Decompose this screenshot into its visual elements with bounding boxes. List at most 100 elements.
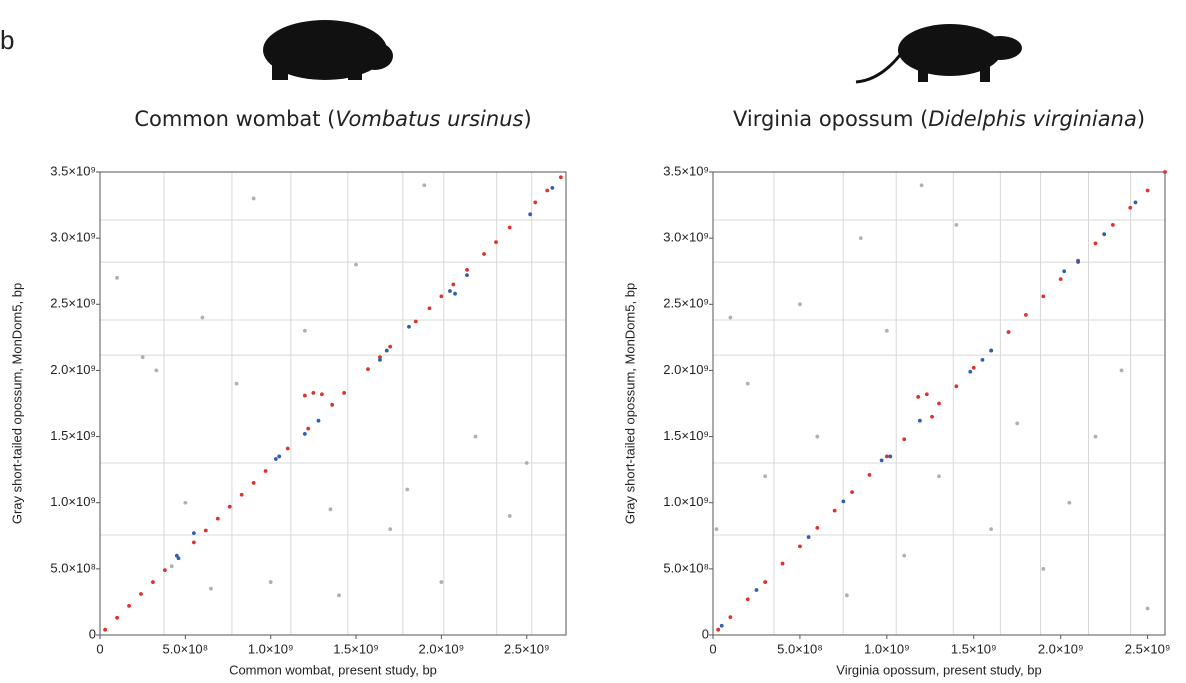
- point: [989, 348, 994, 353]
- point: [251, 196, 256, 201]
- y-tick-label: 5.0×10⁸: [50, 560, 96, 575]
- point: [719, 623, 724, 628]
- point: [1163, 170, 1167, 174]
- point: [388, 344, 393, 349]
- point: [388, 527, 393, 532]
- dot-plot: Virginia opossum (Didelphis virginiana) 0…: [622, 107, 1170, 677]
- point: [858, 236, 863, 241]
- x-tick-label: 2.5×10⁹: [1125, 641, 1171, 656]
- x-tick-label: 1.0×10⁹: [248, 641, 294, 656]
- point: [507, 514, 512, 518]
- title-part: ): [1137, 107, 1145, 131]
- point: [780, 561, 785, 566]
- x-tick-label: 1.0×10⁹: [864, 641, 910, 656]
- x-tick-label: 5.0×10⁸: [163, 641, 209, 656]
- point: [902, 553, 907, 558]
- y-tick-label: 0: [702, 626, 709, 641]
- point: [354, 262, 358, 267]
- point: [277, 454, 282, 459]
- point: [745, 381, 750, 386]
- panel-label: b: [0, 25, 14, 55]
- point: [745, 597, 750, 602]
- wombat-silhouette: [263, 20, 393, 80]
- y-tick-label: 1.0×10⁹: [663, 494, 709, 509]
- y-tick-label: 3.5×10⁹: [663, 163, 709, 178]
- point: [176, 556, 181, 561]
- point: [1058, 277, 1063, 282]
- point: [884, 328, 889, 333]
- point: [439, 294, 444, 299]
- y-tick-label: 1.0×10⁹: [50, 494, 96, 509]
- title-part: ): [523, 107, 531, 131]
- y-tick-label: 2.5×10⁹: [50, 296, 96, 311]
- point: [302, 432, 307, 436]
- chart-title: Common wombat (Vombatus ursinus): [134, 107, 531, 131]
- point: [422, 183, 427, 188]
- point: [494, 240, 498, 245]
- y-tick-label: 3.0×10⁹: [663, 230, 709, 245]
- x-tick-label: 5.0×10⁸: [777, 641, 823, 656]
- opossum-silhouette: [855, 24, 1022, 84]
- title-part: Vombatus ursinus: [335, 107, 523, 131]
- x-tick-label: 0: [709, 641, 716, 656]
- point: [528, 212, 533, 217]
- point: [140, 355, 145, 360]
- point: [169, 564, 174, 569]
- point: [806, 535, 811, 540]
- point: [971, 365, 976, 370]
- point: [728, 615, 733, 620]
- point: [980, 357, 985, 362]
- point: [1093, 434, 1098, 439]
- point: [728, 315, 733, 320]
- point: [320, 392, 324, 397]
- point: [448, 289, 452, 293]
- title-part: Virginia opossum (: [733, 107, 928, 131]
- point: [754, 588, 759, 592]
- point: [215, 516, 220, 521]
- y-tick-label: 1.5×10⁹: [50, 428, 96, 443]
- point: [1024, 312, 1028, 317]
- point: [342, 391, 346, 395]
- point: [268, 580, 273, 584]
- point: [968, 369, 973, 374]
- point: [209, 586, 213, 591]
- point: [930, 414, 934, 419]
- point: [427, 306, 432, 311]
- point: [841, 499, 846, 504]
- y-tick-label: 2.5×10⁹: [663, 296, 709, 311]
- point: [378, 357, 382, 362]
- point: [558, 175, 563, 180]
- x-tick-label: 2.0×10⁹: [419, 641, 465, 656]
- point: [139, 592, 143, 596]
- point: [311, 391, 316, 395]
- y-axis-label: Gray short-tailed opossum, MonDom5, bp: [622, 283, 637, 524]
- point: [1067, 500, 1072, 505]
- point: [815, 434, 820, 439]
- point: [1006, 330, 1011, 334]
- point: [154, 368, 159, 373]
- x-tick-label: 1.5×10⁹: [333, 641, 379, 656]
- point: [162, 568, 167, 573]
- point: [902, 437, 907, 442]
- point: [115, 615, 119, 620]
- point: [879, 458, 884, 463]
- title-part: Common wombat (: [134, 107, 335, 131]
- point: [239, 492, 244, 497]
- point: [867, 473, 872, 477]
- y-axis-label: Gray short-tailed opossum, MonDom5, bp: [9, 283, 24, 524]
- point: [1102, 232, 1107, 237]
- point: [1062, 269, 1067, 274]
- point: [227, 504, 232, 509]
- point: [916, 394, 921, 399]
- dot-plot: Common wombat (Vombatus ursinus) 0 5.0×10⁸…: [9, 107, 567, 677]
- point: [1145, 188, 1150, 193]
- point: [251, 480, 256, 485]
- point: [954, 384, 959, 389]
- point: [151, 580, 155, 584]
- point: [378, 355, 382, 360]
- point: [888, 454, 893, 459]
- title-part: Didelphis virginiana: [928, 107, 1136, 131]
- point: [924, 392, 929, 397]
- point: [328, 507, 333, 512]
- point: [453, 291, 457, 296]
